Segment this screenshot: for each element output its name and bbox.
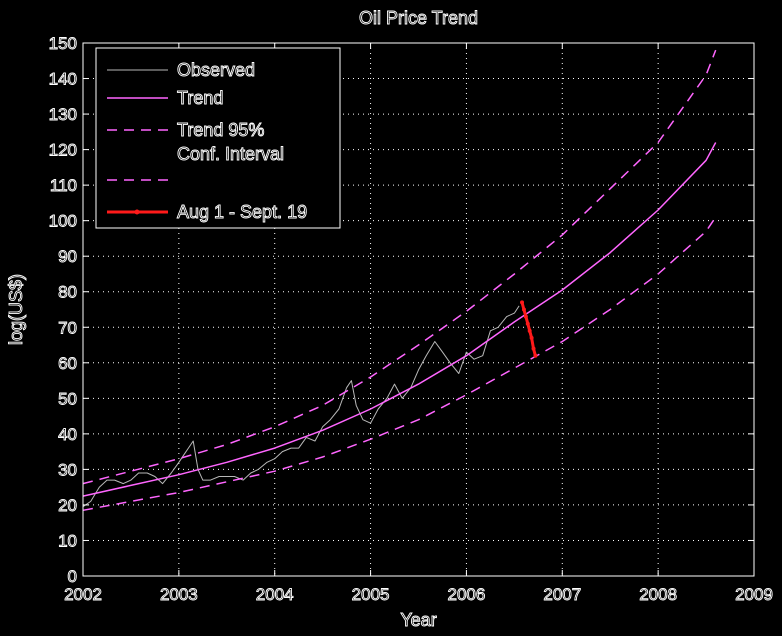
y-tick-label: 120	[49, 141, 77, 160]
y-tick-label: 110	[50, 176, 77, 195]
aug-sept-point	[529, 335, 534, 340]
x-tick-label: 2005	[352, 585, 390, 604]
y-tick-label: 100	[49, 212, 77, 231]
y-tick-label: 70	[58, 318, 77, 337]
axes-box	[82, 42, 755, 577]
trend-line	[82, 142, 717, 497]
y-tick-label: 40	[58, 425, 77, 444]
aug-sept-point	[531, 346, 536, 351]
legend-label: Aug 1 - Sept. 19	[177, 202, 307, 222]
series-layer	[82, 49, 717, 512]
y-tick-label: 90	[58, 247, 77, 266]
chart-title: Oil Price Trend	[359, 8, 478, 28]
y-tick-label: 20	[58, 496, 77, 515]
legend-label: Trend	[177, 88, 223, 108]
y-tick-label: 140	[49, 70, 77, 89]
legend-label: Conf. Interval	[177, 144, 284, 164]
legend-box	[95, 47, 341, 229]
x-axis-label: Year	[400, 610, 436, 630]
x-tick-label: 2009	[735, 585, 773, 604]
aug-sept-point	[521, 307, 526, 312]
x-tick-label: 2004	[256, 585, 294, 604]
x-tick-label: 2003	[160, 585, 198, 604]
legend-label: Trend 95%	[177, 120, 264, 140]
aug-sept-point	[527, 328, 532, 333]
aug-sept-point	[523, 314, 528, 319]
y-tick-label: 10	[58, 531, 77, 550]
trend-lower-ci-line	[82, 216, 717, 512]
aug-sept-point	[520, 300, 525, 305]
grid	[83, 43, 754, 576]
x-tick-label: 2007	[543, 585, 581, 604]
aug-sept-point	[533, 353, 538, 358]
observed-line	[82, 305, 520, 508]
x-tick-label: 2006	[448, 585, 486, 604]
legend-marker-aug-sept	[134, 209, 140, 215]
legend: Observed Trend Trend 95% Conf. Interval Aug …	[95, 47, 341, 229]
y-tick-label: 50	[58, 389, 77, 408]
trend-upper-ci-line	[82, 49, 717, 485]
y-tick-label: 0	[68, 567, 77, 586]
x-tick-label: 2002	[64, 585, 102, 604]
y-tick-label: 60	[58, 354, 77, 373]
y-tick-label: 130	[49, 105, 77, 124]
ticks	[82, 42, 755, 577]
legend-label: Observed	[177, 60, 255, 80]
aug-sept-point	[525, 321, 530, 326]
y-tick-label: 30	[58, 460, 77, 479]
y-tick-label: 80	[58, 283, 77, 302]
x-tick-label: 2008	[639, 585, 677, 604]
tick-labels: 2002 2003 2004 2005 2006 2007 2008 2009 0 10 20 30 4…	[48, 34, 773, 605]
y-tick-label: 150	[49, 34, 77, 53]
y-axis-label: log(US$)	[6, 274, 26, 345]
